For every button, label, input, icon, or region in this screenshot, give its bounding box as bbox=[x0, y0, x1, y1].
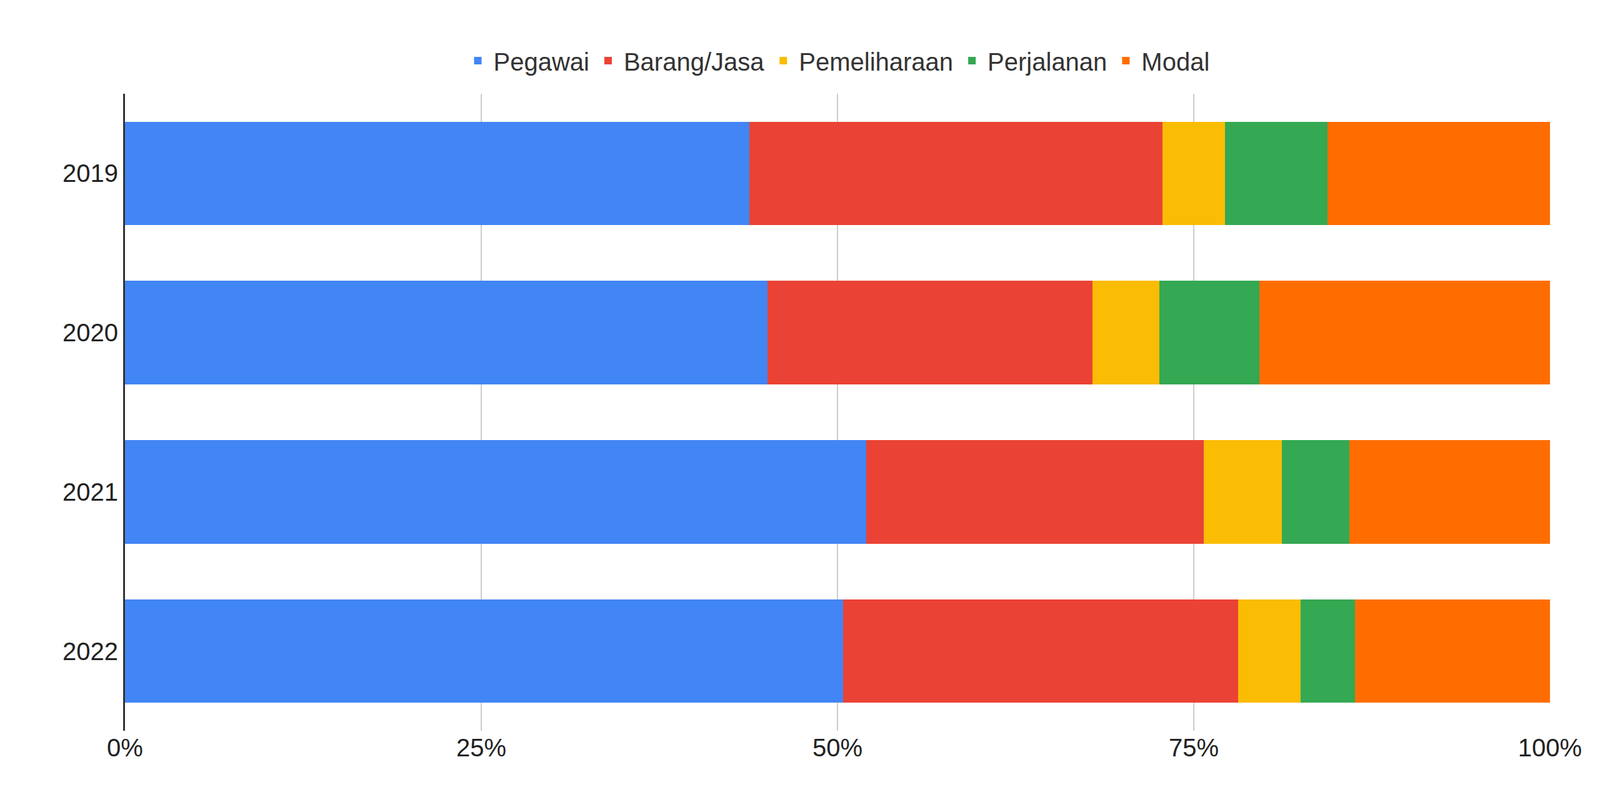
svg-text:2022: 2022 bbox=[62, 637, 119, 665]
svg-text:Pegawai: Pegawai bbox=[493, 48, 590, 76]
svg-text:2019: 2019 bbox=[62, 159, 119, 187]
svg-text:Modal: Modal bbox=[1141, 48, 1210, 76]
svg-text:2021: 2021 bbox=[62, 478, 119, 506]
svg-text:50%: 50% bbox=[812, 733, 863, 762]
svg-text:2020: 2020 bbox=[62, 318, 119, 347]
svg-text:75%: 75% bbox=[1168, 733, 1219, 762]
svg-text:Pemeliharaan: Pemeliharaan bbox=[798, 48, 954, 76]
svg-text:25%: 25% bbox=[456, 733, 507, 762]
svg-text:Perjalanan: Perjalanan bbox=[987, 48, 1107, 76]
svg-text:0%: 0% bbox=[106, 733, 144, 762]
svg-text:100%: 100% bbox=[1518, 733, 1582, 762]
svg-text:Barang/Jasa: Barang/Jasa bbox=[623, 48, 765, 76]
